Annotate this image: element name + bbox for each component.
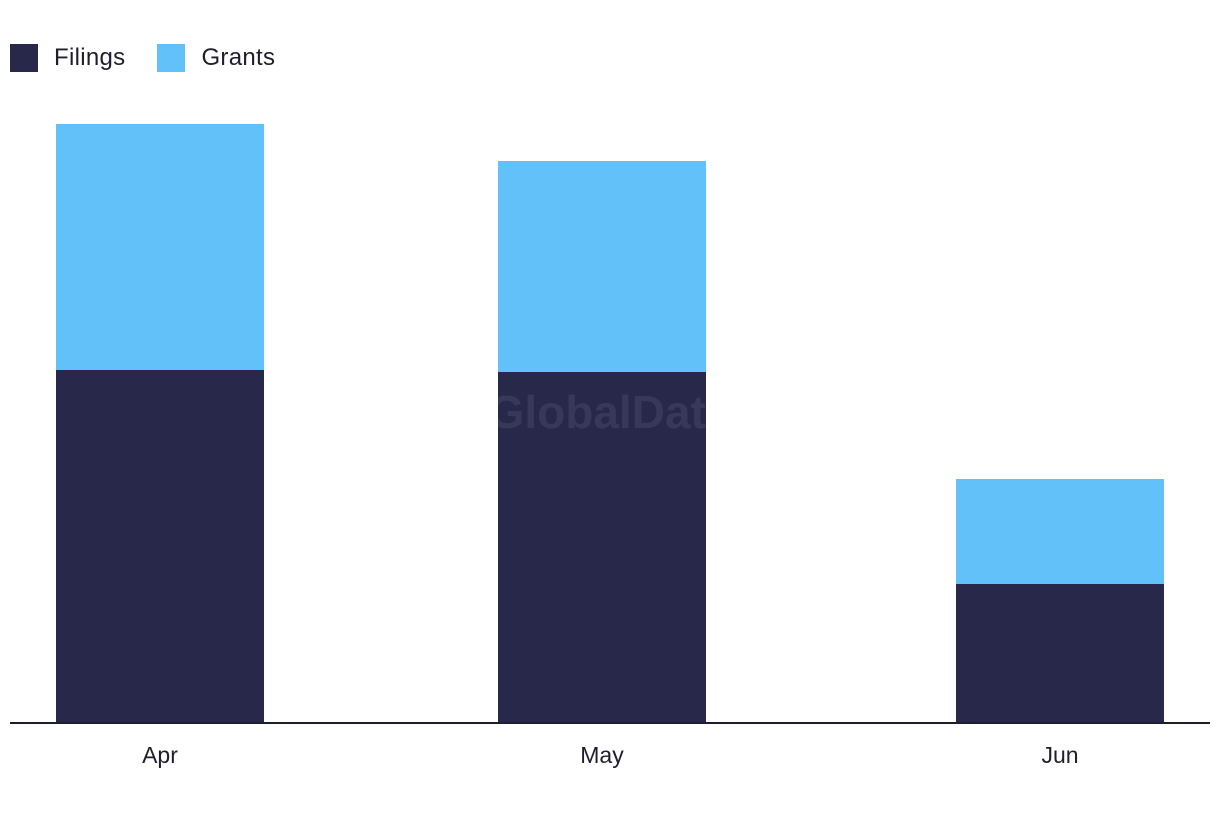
legend-label-grants: Grants	[201, 44, 276, 71]
legend-item-grants: Grants	[157, 44, 275, 72]
chart-legend: Filings Grants	[10, 44, 307, 72]
watermark-text: GlobalData	[489, 386, 732, 438]
legend-label-filings: Filings	[54, 44, 126, 71]
x-tick-label-apr: Apr	[142, 742, 178, 768]
legend-item-filings: Filings	[10, 44, 125, 72]
legend-swatch-filings	[10, 44, 38, 72]
bar-filings-may	[498, 372, 706, 723]
x-tick-label-may: May	[580, 742, 624, 768]
bar-grants-jun	[956, 479, 1164, 584]
bar-filings-apr	[56, 370, 264, 723]
bar-grants-apr	[56, 124, 264, 370]
bar-grants-may	[498, 161, 706, 372]
legend-swatch-grants	[157, 44, 186, 72]
bars-layer	[56, 124, 1164, 723]
x-tick-label-jun: Jun	[1041, 742, 1078, 768]
x-tick-labels: Apr May Jun	[142, 742, 1078, 768]
bar-filings-jun	[956, 584, 1164, 723]
